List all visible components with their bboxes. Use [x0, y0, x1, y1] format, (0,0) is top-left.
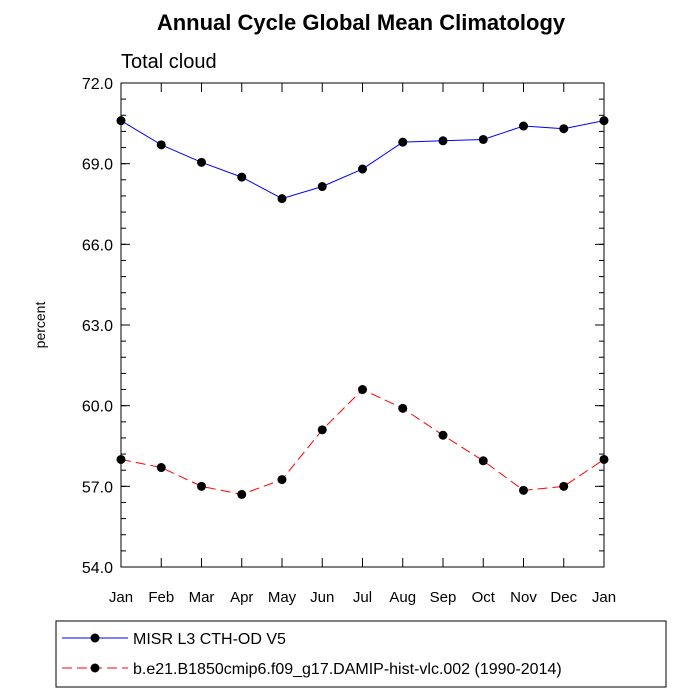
data-point — [478, 456, 488, 466]
data-point — [438, 430, 448, 440]
data-point — [237, 489, 247, 499]
legend-label-1: MISR L3 CTH-OD V5 — [133, 631, 286, 648]
x-tick-label: Oct — [472, 589, 496, 606]
data-point — [398, 403, 408, 413]
series-line-1 — [120, 120, 605, 200]
x-tick-label: Feb — [148, 589, 174, 606]
x-tick-label: May — [268, 589, 297, 606]
data-point — [438, 136, 448, 146]
y-tick-label: 66.0 — [82, 237, 113, 254]
data-point — [559, 124, 569, 134]
y-tick-label: 63.0 — [82, 318, 113, 335]
data-point — [559, 481, 569, 491]
chart-subtitle: Total cloud — [121, 51, 217, 73]
y-tick-label: 72.0 — [82, 76, 113, 93]
data-point — [317, 425, 327, 435]
data-point — [358, 385, 367, 395]
legend: MISR L3 CTH-OD V5 b.e21.B1850cmip6.f09_g1… — [55, 620, 667, 688]
legend-marker — [90, 663, 100, 673]
y-tick-label: 57.0 — [82, 479, 113, 496]
data-point — [237, 172, 247, 182]
data-point — [156, 463, 166, 473]
x-tick-label: Nov — [510, 589, 537, 606]
x-tick-label: Apr — [230, 589, 253, 606]
legend-box — [55, 620, 667, 688]
y-tick-label: 69.0 — [82, 157, 113, 174]
x-tick-label: Aug — [389, 589, 416, 606]
x-tick-label: Jan — [592, 589, 616, 606]
series-line-2 — [120, 388, 605, 495]
x-tick-label: Mar — [189, 589, 215, 606]
x-tick-label: Jul — [353, 589, 372, 606]
data-point — [478, 134, 488, 144]
data-point — [358, 164, 367, 174]
legend-marker — [90, 633, 100, 643]
data-point — [519, 485, 528, 495]
legend-label-2: b.e21.B1850cmip6.f09_g17.DAMIP-hist-vlc.… — [133, 661, 562, 678]
y-tick-label: 60.0 — [82, 399, 113, 416]
axes: 72.0 69.0 66.0 63.0 60.0 57.0 54.0 Jan Feb Mar Apr… — [82, 76, 616, 606]
data-point — [197, 481, 206, 491]
x-tick-label: Dec — [550, 589, 577, 606]
data-point — [197, 157, 206, 167]
data-point — [156, 140, 166, 150]
x-tick-label: Jan — [109, 589, 133, 606]
data-point — [317, 182, 327, 192]
series-layer — [116, 116, 609, 499]
plot-frame — [120, 82, 605, 568]
x-tick-label: Sep — [430, 589, 457, 606]
x-tick-label: Jun — [310, 589, 334, 606]
data-point — [519, 121, 528, 131]
y-tick-label: 54.0 — [82, 560, 113, 577]
data-point — [398, 137, 408, 147]
data-point — [277, 194, 287, 204]
chart-title: Annual Cycle Global Mean Climatology — [157, 10, 566, 35]
data-point — [277, 475, 287, 485]
y-axis-label: percent — [32, 302, 48, 349]
